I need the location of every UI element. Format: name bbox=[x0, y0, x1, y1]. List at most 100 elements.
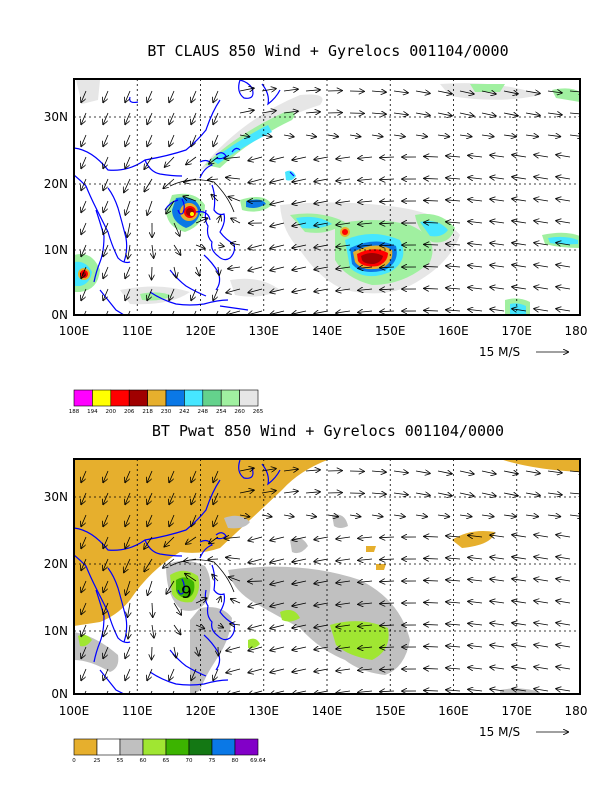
wind-arrow bbox=[459, 515, 471, 517]
wind-arrow bbox=[556, 645, 571, 647]
wind-arrow bbox=[393, 471, 408, 473]
wind-arrow bbox=[283, 111, 298, 113]
wind-arrow bbox=[314, 179, 329, 182]
wind-arrow bbox=[459, 493, 474, 496]
wind-arrow bbox=[556, 155, 571, 157]
wind-arrow bbox=[380, 157, 395, 158]
x-tick-label: 150E bbox=[375, 704, 406, 718]
colorbar-label: 0 bbox=[72, 758, 76, 764]
wind-arrow bbox=[218, 216, 221, 224]
wind-arrow bbox=[380, 581, 395, 582]
wind-arrow bbox=[292, 559, 307, 562]
wind-arrow bbox=[490, 557, 505, 559]
wind-arrow bbox=[468, 601, 483, 603]
wind-arrow bbox=[569, 135, 580, 137]
wind-arrow bbox=[184, 559, 197, 561]
wind-arrow bbox=[525, 135, 538, 137]
wind-arrow bbox=[358, 537, 373, 538]
wind-arrow bbox=[437, 471, 452, 474]
wind-arrow bbox=[512, 667, 527, 669]
colorbar-swatch bbox=[202, 389, 222, 407]
wind-arrow bbox=[169, 470, 175, 482]
reference-vector-label: 15 M/S bbox=[479, 725, 520, 739]
wind-arrow bbox=[230, 624, 241, 625]
wind-arrow bbox=[231, 218, 241, 224]
wind-arrow bbox=[173, 222, 180, 236]
wind-arrow bbox=[534, 535, 549, 537]
wind-arrow bbox=[248, 691, 263, 694]
wind-arrow bbox=[336, 581, 351, 583]
wind-arrow bbox=[191, 90, 197, 102]
wind-arrow bbox=[512, 601, 527, 603]
wind-arrow bbox=[468, 155, 483, 157]
wind-arrow bbox=[446, 624, 461, 625]
wind-arrow bbox=[103, 200, 109, 212]
wind-arrow bbox=[218, 597, 221, 604]
wind-arrow bbox=[446, 200, 461, 201]
wind-arrow bbox=[547, 135, 560, 137]
wind-arrow bbox=[327, 515, 338, 517]
y-tick-label: 0N bbox=[51, 687, 68, 701]
wind-arrow bbox=[228, 267, 241, 269]
wind-arrow bbox=[380, 267, 395, 268]
wind-arrow bbox=[424, 156, 439, 157]
wind-arrow bbox=[239, 468, 254, 471]
wind-arrow bbox=[371, 471, 386, 472]
wind-arrow bbox=[283, 515, 294, 517]
wind-arrow bbox=[292, 537, 307, 540]
wind-arrow bbox=[424, 244, 439, 245]
wind-arrow bbox=[556, 601, 571, 603]
wind-arrow bbox=[446, 310, 461, 311]
wind-arrow bbox=[556, 221, 571, 223]
wind-arrow bbox=[81, 244, 87, 256]
wind-arrow bbox=[191, 134, 197, 146]
colorbar-swatch bbox=[165, 389, 185, 407]
wind-arrow bbox=[490, 667, 505, 669]
wind-arrow bbox=[468, 221, 483, 223]
wind-arrow bbox=[248, 179, 263, 183]
wind-arrow bbox=[81, 266, 87, 278]
wind-arrow bbox=[512, 155, 527, 157]
panel-title: BT Pwat 850 Wind + Gyrelocs 001104/0000 bbox=[152, 422, 504, 440]
wind-arrow bbox=[512, 221, 527, 223]
wind-arrow bbox=[371, 493, 386, 494]
wind-arrow bbox=[512, 199, 527, 201]
wind-arrow bbox=[468, 177, 483, 179]
wind-arrow bbox=[211, 195, 219, 202]
wind-arrow bbox=[490, 309, 505, 311]
wind-arrow bbox=[191, 668, 197, 680]
wind-arrow bbox=[103, 602, 109, 614]
wind-arrow bbox=[490, 287, 505, 289]
wind-arrow bbox=[358, 311, 373, 312]
wind-arrow bbox=[314, 537, 329, 540]
wind-arrow bbox=[424, 266, 439, 267]
wind-arrow bbox=[81, 602, 87, 614]
wind-arrow bbox=[261, 491, 276, 493]
wind-arrow bbox=[169, 90, 175, 102]
wind-arrow bbox=[336, 179, 351, 181]
wind-arrow bbox=[248, 537, 263, 541]
wind-arrow bbox=[125, 668, 131, 680]
wind-arrow bbox=[380, 179, 395, 180]
wind-arrow bbox=[481, 515, 494, 517]
wind-arrow bbox=[248, 559, 263, 563]
wind-arrow bbox=[512, 177, 527, 179]
wind-arrow bbox=[248, 267, 263, 271]
wind-arrow bbox=[261, 135, 272, 137]
wind-arrow bbox=[314, 157, 329, 160]
wind-arrow bbox=[173, 244, 180, 255]
colorbar-swatch bbox=[184, 389, 204, 407]
wind-arrow bbox=[314, 669, 329, 672]
wind-arrow bbox=[128, 602, 130, 617]
y-tick-label: 0N bbox=[51, 308, 68, 322]
wind-arrow bbox=[215, 310, 219, 315]
wind-arrow bbox=[151, 646, 152, 659]
wind-arrow bbox=[547, 515, 560, 517]
wind-arrow bbox=[490, 689, 505, 691]
wind-arrow bbox=[314, 289, 329, 292]
wind-arrow bbox=[512, 579, 527, 581]
wind-arrow bbox=[534, 579, 549, 581]
wind-arrow bbox=[226, 177, 241, 179]
wind-arrow bbox=[128, 624, 130, 638]
wind-arrow bbox=[380, 537, 395, 538]
